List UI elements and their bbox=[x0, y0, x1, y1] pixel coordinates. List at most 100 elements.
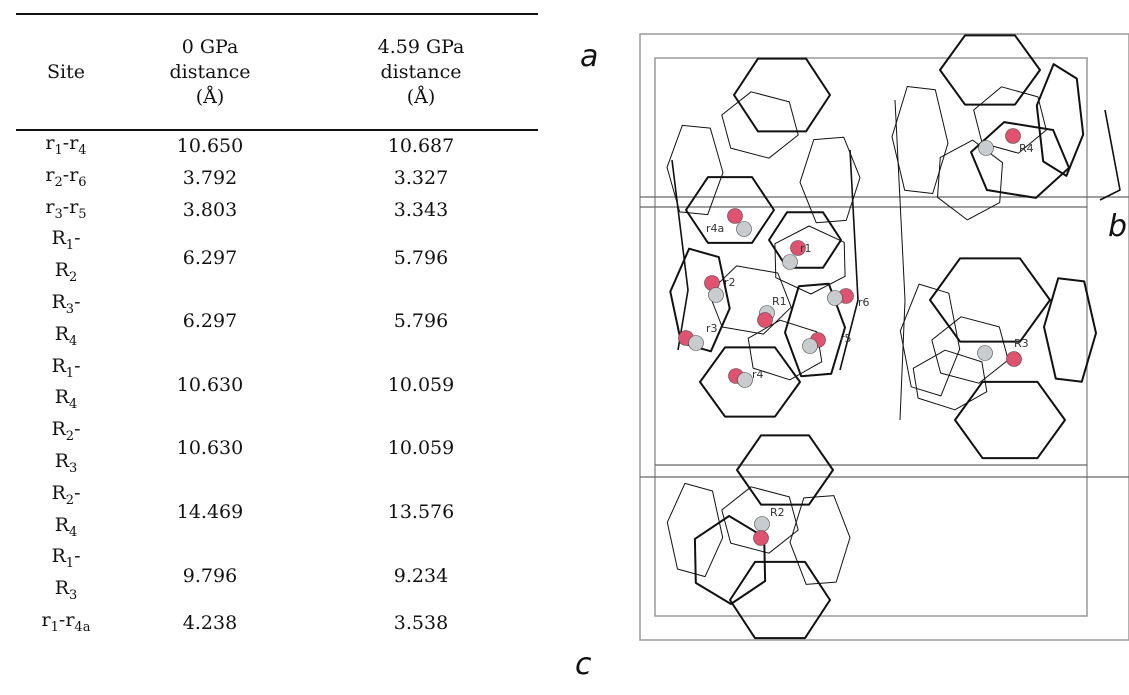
site-label: r5 bbox=[840, 332, 852, 345]
ring bbox=[789, 495, 851, 585]
table-header-row: Site 0 GPa distance (Å) 4.59 GPa distance (Å… bbox=[16, 13, 538, 131]
axis-label-a: a bbox=[580, 39, 599, 74]
site-symbol: -r bbox=[58, 608, 75, 631]
ring bbox=[973, 86, 1047, 154]
site-cell: R3- R4 bbox=[16, 290, 116, 354]
site-symbol: r bbox=[45, 163, 55, 186]
site-symbol: R bbox=[51, 290, 66, 313]
site-subscript: 1 bbox=[50, 619, 59, 635]
site-symbol: R bbox=[54, 449, 70, 472]
site-subscript: 5 bbox=[78, 206, 87, 222]
site-subscript: 1 bbox=[65, 238, 75, 254]
distance-0gpa: 3.803 bbox=[182, 198, 238, 221]
site-symbol: -r bbox=[62, 132, 79, 154]
ring bbox=[768, 211, 842, 269]
ring bbox=[929, 257, 1051, 343]
ring-edge bbox=[671, 159, 689, 351]
site-subscript: 4 bbox=[78, 142, 87, 158]
site-symbol: - bbox=[74, 545, 81, 568]
site-symbol: -r bbox=[62, 195, 79, 218]
distance-0gpa: 6.297 bbox=[182, 310, 238, 333]
distance-459gpa: 10.059 bbox=[387, 373, 455, 396]
site-symbol: r bbox=[41, 608, 51, 631]
site-symbol: R bbox=[54, 386, 70, 409]
distance-0gpa: 14.469 bbox=[176, 501, 244, 524]
axis-label-b: b bbox=[1108, 209, 1128, 244]
site-symbol: R bbox=[54, 513, 70, 536]
site-subscript: 4 bbox=[69, 333, 78, 349]
distance-0gpa: 10.630 bbox=[176, 437, 244, 460]
header-line: Site bbox=[47, 60, 85, 83]
ring bbox=[970, 121, 1070, 199]
site-symbol: - bbox=[74, 290, 81, 313]
header-line: distance bbox=[380, 60, 462, 83]
site-label: r4a bbox=[706, 222, 724, 235]
header-line: (Å) bbox=[406, 85, 436, 108]
atom-white bbox=[782, 254, 798, 270]
header-site: Site bbox=[16, 13, 116, 131]
site-cell: r1-r4 bbox=[16, 130, 116, 163]
atom-white bbox=[978, 140, 994, 156]
distance-0gpa: 10.650 bbox=[176, 135, 244, 158]
site-cell: R1- R4 bbox=[16, 354, 116, 418]
site-symbol: R bbox=[54, 577, 70, 600]
header-0gpa: 0 GPa distance (Å) bbox=[116, 13, 304, 131]
site-subscript: 4a bbox=[74, 619, 91, 635]
site-cell: r2-r6 bbox=[16, 163, 116, 195]
site-subscript: 1 bbox=[65, 556, 75, 572]
site-label: r6 bbox=[858, 296, 870, 309]
site-subscript: 4 bbox=[69, 524, 78, 540]
ring bbox=[693, 515, 767, 605]
header-line: 4.59 GPa bbox=[377, 35, 465, 58]
header-line: 0 GPa bbox=[181, 35, 239, 58]
site-symbol: - bbox=[74, 227, 81, 250]
site-cell: r1-r4a bbox=[16, 608, 116, 640]
table-row: R2- R4 14.469 13.576 bbox=[16, 481, 538, 545]
table-row: r2-r6 3.792 3.327 bbox=[16, 163, 538, 195]
distance-0gpa: 4.238 bbox=[182, 612, 238, 635]
site-symbol: - bbox=[74, 354, 81, 377]
site-subscript: 3 bbox=[54, 206, 63, 222]
site-cell: r3-r5 bbox=[16, 195, 116, 227]
site-symbol: - bbox=[74, 481, 81, 504]
site-cell: R1- R3 bbox=[16, 544, 116, 608]
header-line: distance bbox=[169, 60, 251, 83]
distance-459gpa: 10.687 bbox=[387, 135, 455, 158]
site-symbol: R bbox=[51, 545, 66, 568]
distance-459gpa: 5.796 bbox=[393, 310, 449, 333]
site-subscript: 2 bbox=[65, 428, 75, 444]
site-label: R4 bbox=[1019, 142, 1034, 155]
distance-table: Site 0 GPa distance (Å) 4.59 GPa distance (Å… bbox=[16, 13, 538, 640]
site-symbol: -r bbox=[62, 163, 79, 186]
axis-label-c: c bbox=[575, 647, 592, 682]
ring bbox=[899, 283, 961, 397]
ring bbox=[912, 349, 988, 411]
table-row: R1- R2 6.297 5.796 bbox=[16, 226, 538, 290]
atom-white bbox=[977, 345, 993, 361]
distance-0gpa: 9.796 bbox=[182, 564, 238, 587]
table-row: r1-r4 10.650 10.687 bbox=[16, 130, 538, 163]
ring bbox=[747, 319, 823, 381]
site-label: R2 bbox=[770, 506, 785, 519]
ring bbox=[721, 91, 799, 159]
ring bbox=[939, 34, 1041, 106]
distance-459gpa: 5.796 bbox=[393, 246, 449, 269]
atom-red bbox=[1005, 128, 1021, 144]
ring-edge bbox=[839, 149, 859, 371]
atom-red bbox=[727, 208, 743, 224]
site-symbol: R bbox=[51, 227, 66, 250]
distance-459gpa: 3.343 bbox=[393, 198, 449, 221]
site-subscript: 1 bbox=[65, 365, 75, 381]
atom-red bbox=[757, 312, 773, 328]
ring-edge bbox=[894, 99, 906, 421]
table-row: R3- R4 6.297 5.796 bbox=[16, 290, 538, 354]
ring bbox=[729, 560, 831, 640]
header-459gpa: 4.59 GPa distance (Å) bbox=[304, 13, 538, 131]
site-subscript: 2 bbox=[65, 492, 75, 508]
atom-white bbox=[688, 335, 704, 351]
ring-edge bbox=[1099, 109, 1121, 201]
site-subscript: 6 bbox=[78, 174, 87, 190]
ring bbox=[721, 486, 799, 554]
site-subscript: 4 bbox=[69, 397, 78, 413]
atom-white bbox=[827, 290, 843, 306]
